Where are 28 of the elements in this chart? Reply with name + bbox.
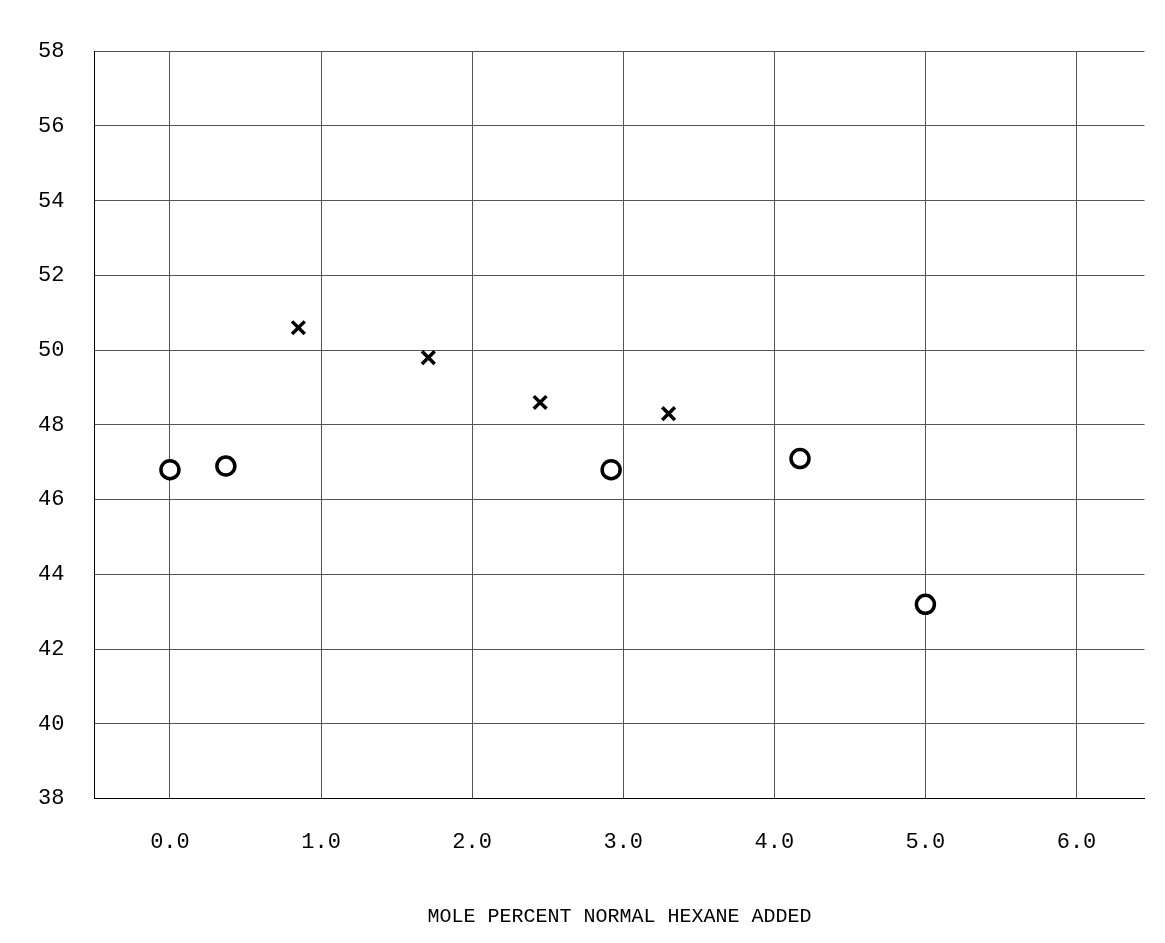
y-tick-label: 54: [38, 188, 65, 214]
x-tick-label: 3.0: [603, 829, 644, 855]
x-tick-label: 6.0: [1056, 829, 1097, 855]
x-tick-label: 5.0: [905, 829, 946, 855]
point: [420, 349, 437, 366]
point: [215, 455, 237, 477]
x-tick-label: 0.0: [150, 829, 190, 855]
y-tick-label: 40: [38, 711, 65, 737]
y-tick-label: 38: [38, 786, 65, 812]
point: [660, 405, 677, 422]
y-tick-label: 42: [38, 636, 65, 662]
point: [159, 458, 181, 481]
point: [914, 593, 937, 616]
x-tick-label: 2.0: [452, 829, 492, 855]
y-tick-label: 58: [38, 39, 65, 65]
y-tick-label: 56: [38, 113, 65, 139]
y-tick-label: 44: [38, 562, 65, 588]
point: [600, 458, 622, 481]
y-tick-label: 52: [38, 263, 65, 289]
x-tick-label: 4.0: [754, 829, 795, 855]
x-axis-title: MOLE PERCENT NORMAL HEXANE ADDED: [427, 905, 812, 929]
point: [532, 394, 549, 411]
point: [789, 447, 811, 470]
y-tick-label: 46: [38, 487, 65, 513]
y-tick-label: 48: [38, 412, 65, 438]
x-tick-label: 1.0: [301, 829, 341, 855]
point: [290, 319, 307, 336]
y-tick-label: 50: [38, 337, 65, 363]
